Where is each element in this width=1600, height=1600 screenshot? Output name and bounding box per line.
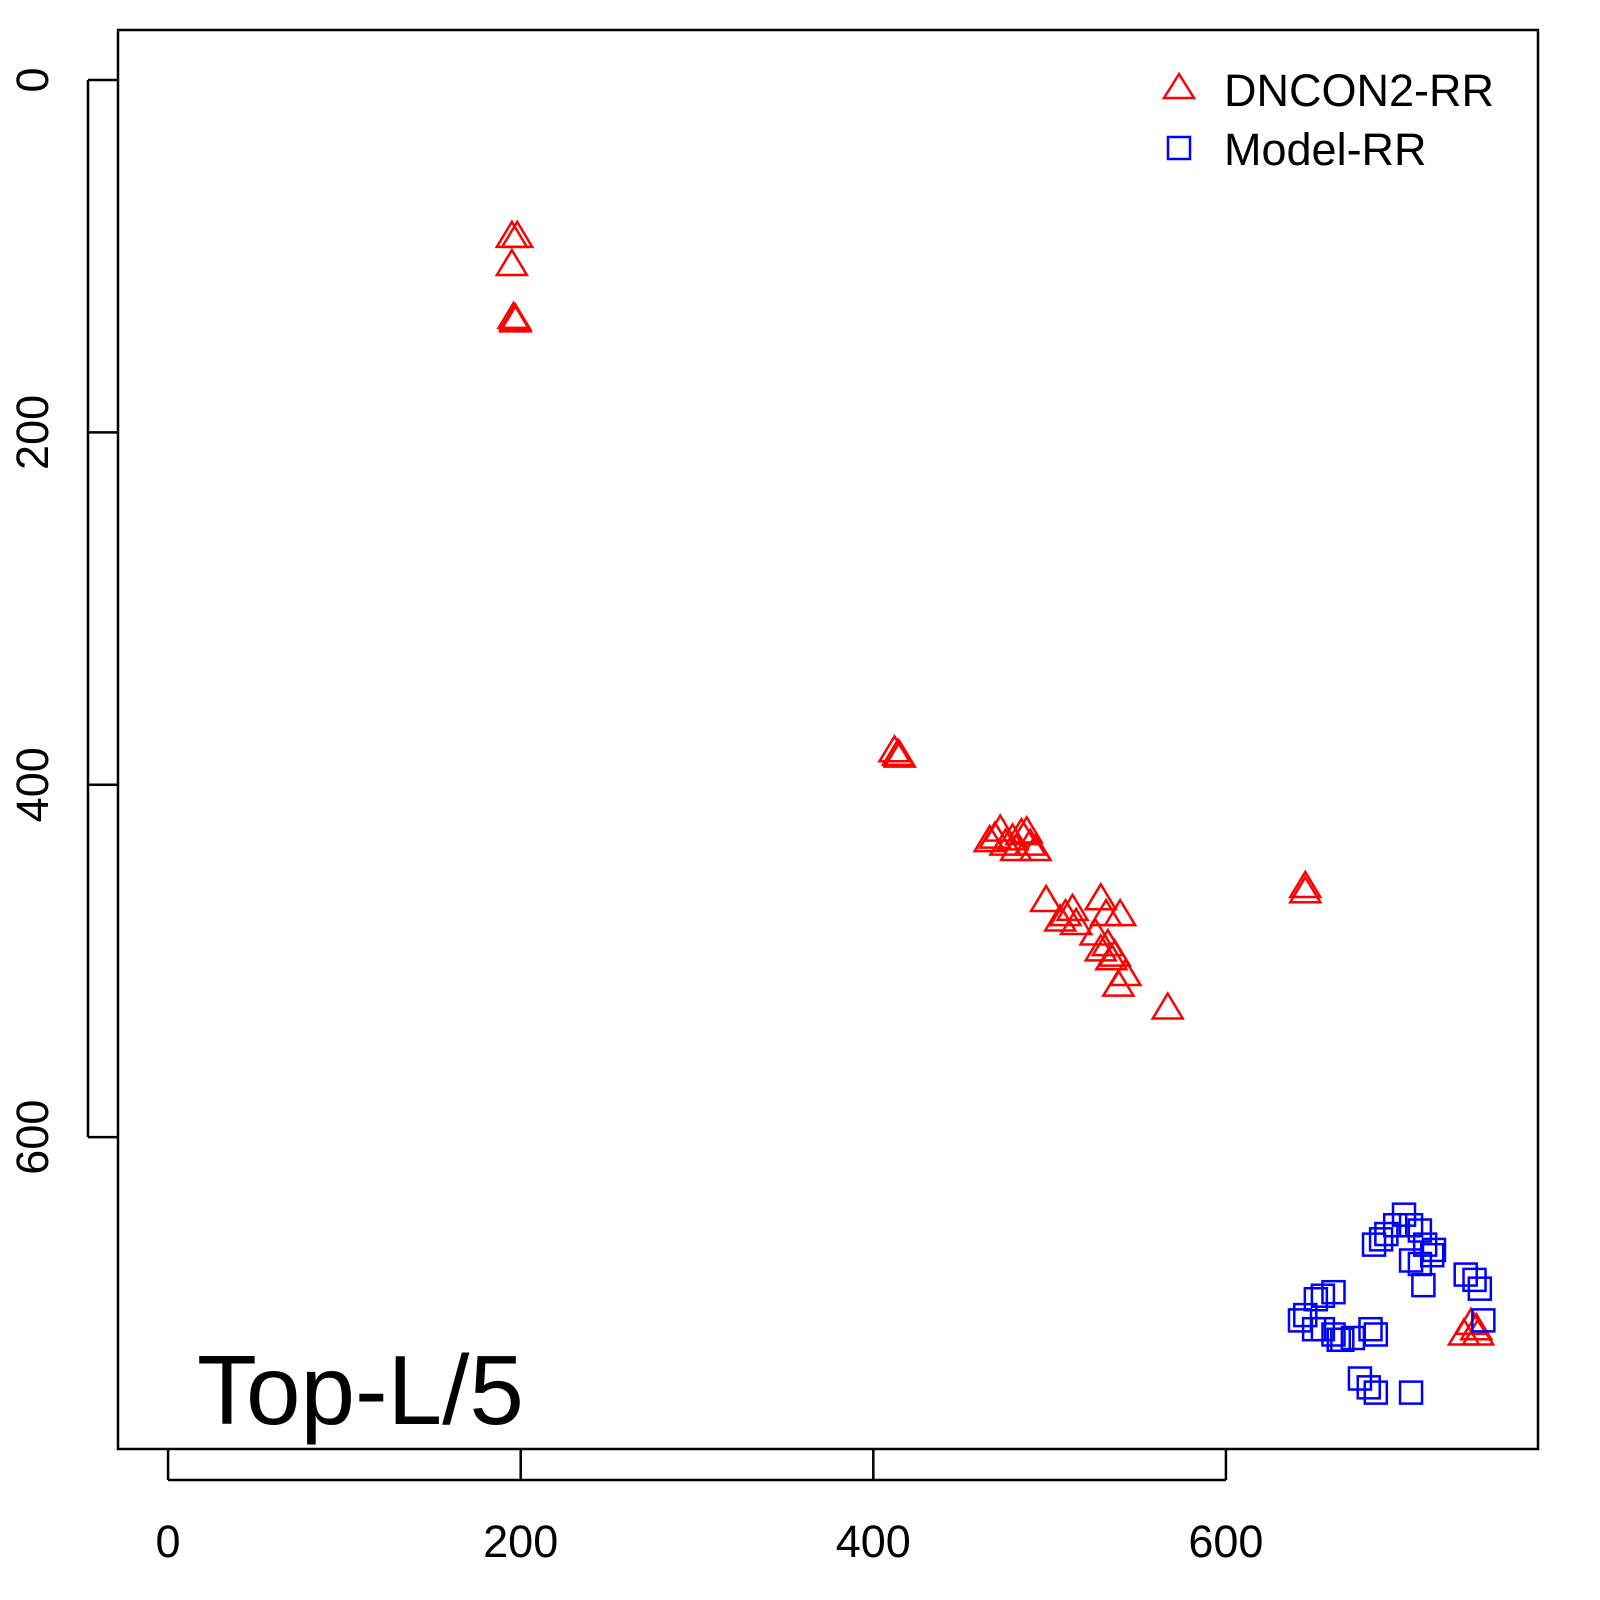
dncon2-rr-point (1102, 897, 1138, 927)
x-tick-label: 0 (156, 1516, 181, 1567)
dncon2-rr-point (1101, 968, 1136, 997)
model-rr-point (1398, 1380, 1424, 1405)
model-rr-point (1326, 1327, 1352, 1353)
model-rr-point (1347, 1366, 1373, 1391)
dncon2-rr-point (1018, 832, 1053, 862)
model-rr-point (1363, 1322, 1389, 1347)
model-rr-point (1407, 1218, 1433, 1243)
dncon2-rr-point (499, 219, 535, 249)
model-rr-point (1398, 1212, 1424, 1238)
dncon2-rr-point (1094, 941, 1129, 971)
y-tick-label: 200 (7, 395, 58, 470)
data-points (494, 219, 1496, 1405)
y-tick-label: 600 (7, 1100, 58, 1175)
model-rr-point (1453, 1262, 1478, 1287)
plot-frame (116, 28, 1540, 1451)
x-tick-label: 600 (1188, 1516, 1263, 1567)
dncon2-rr-point (1013, 827, 1048, 856)
x-tick-label: 200 (483, 1516, 558, 1567)
model-rr-point (1321, 1279, 1346, 1305)
model-rr-point (1358, 1316, 1383, 1342)
model-rr-point (1467, 1276, 1493, 1301)
legend-triangle-icon (1161, 71, 1197, 100)
dncon2-rr-point (1108, 957, 1143, 987)
model-rr-point (1398, 1248, 1424, 1273)
y-tick-label: 400 (7, 747, 58, 822)
dncon2-rr-point (1083, 881, 1118, 911)
dncon2-rr-point (494, 219, 530, 249)
annotation-top-l5: Top-L/5 (197, 1335, 524, 1445)
y-tick-label: 0 (7, 68, 58, 93)
y-axis: 0 200 400 600 (7, 68, 118, 1175)
model-rr-point (1303, 1286, 1329, 1312)
legend-label-model: Model-RR (1224, 124, 1427, 175)
dncon2-rr-point (995, 821, 1030, 851)
model-rr-point (1361, 1232, 1387, 1257)
dncon2-rr-point (498, 303, 533, 333)
dncon2-rr-point (880, 737, 916, 767)
legend-label-dncon2: DNCON2-RR (1224, 65, 1494, 116)
model-rr-point (1382, 1212, 1408, 1238)
legend: DNCON2-RR Model-RR (1161, 65, 1494, 175)
dncon2-rr-point (1009, 814, 1044, 844)
dncon2-rr-point (1288, 874, 1323, 904)
dncon2-rr-point (972, 823, 1007, 853)
model-rr-point (1356, 1375, 1381, 1400)
model-rr-point (1287, 1308, 1313, 1333)
dncon2-rr-point (1150, 991, 1185, 1020)
model-rr-point (1411, 1272, 1436, 1298)
dncon2-rr-point (1028, 883, 1064, 913)
x-axis: 0 200 400 600 (156, 1449, 1263, 1567)
dncon2-rr-point (1055, 892, 1090, 922)
dncon2-rr-point (998, 832, 1034, 862)
x-tick-label: 400 (836, 1516, 911, 1567)
model-rr-point (1462, 1267, 1487, 1293)
model-rr-point (1471, 1308, 1496, 1333)
model-rr-point (1368, 1227, 1394, 1252)
legend-square-icon (1166, 135, 1192, 161)
dncon2-rr-point (1042, 903, 1078, 932)
model-rr-point (1363, 1380, 1389, 1405)
dncon2-rr-point (1288, 869, 1323, 899)
model-rr-point (1321, 1322, 1346, 1347)
dncon2-rr-point (494, 247, 530, 277)
